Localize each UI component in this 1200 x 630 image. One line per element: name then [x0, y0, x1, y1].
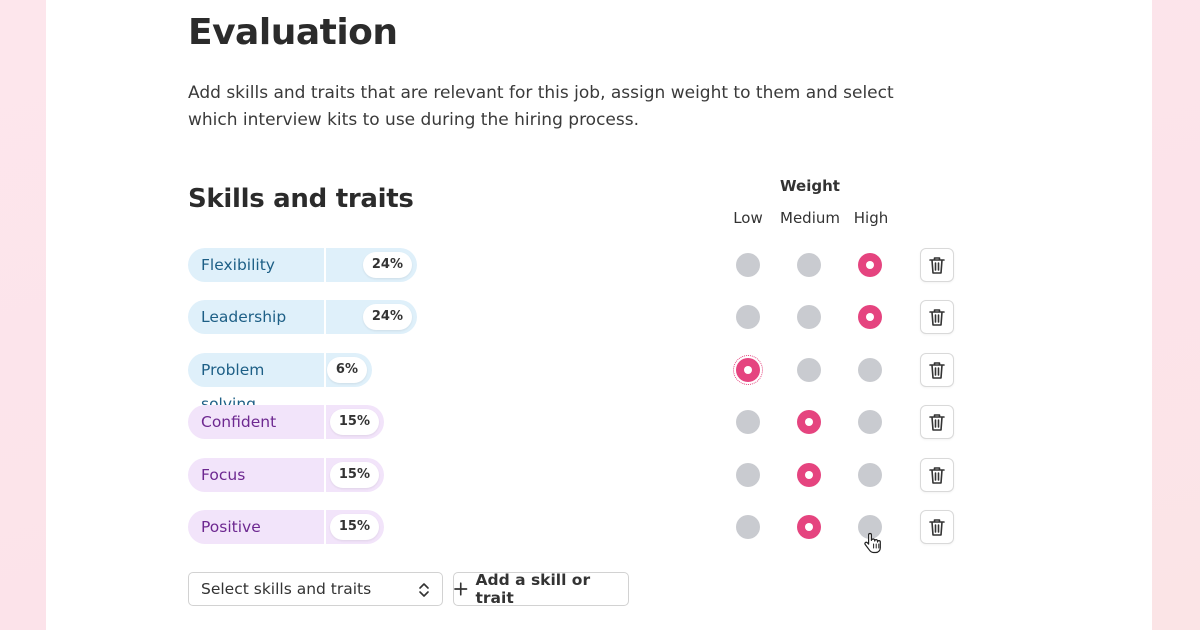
delete-skill-button[interactable] — [920, 300, 954, 334]
trash-icon — [929, 309, 945, 326]
skill-row: Leadership 24% — [188, 300, 968, 334]
weight-radio-low[interactable] — [736, 410, 760, 434]
skill-name: Flexibility — [188, 248, 324, 282]
weight-radio-low[interactable] — [733, 355, 763, 385]
skill-name: Positive — [188, 510, 324, 544]
trash-icon — [929, 257, 945, 274]
skill-pill: Leadership 24% — [188, 300, 417, 334]
weight-radio-high[interactable] — [858, 358, 882, 382]
skill-pill: Flexibility 24% — [188, 248, 417, 282]
skill-percent-badge: 15% — [329, 462, 379, 488]
skill-pill: Confident 15% — [188, 405, 384, 439]
trash-icon — [929, 467, 945, 484]
weight-radio-high[interactable] — [858, 463, 882, 487]
add-skill-button[interactable]: Add a skill or trait — [453, 571, 629, 607]
page-title: Evaluation — [188, 12, 398, 53]
delete-skill-button[interactable] — [920, 458, 954, 492]
weight-radio-medium[interactable] — [797, 253, 821, 277]
weight-radio-medium[interactable] — [797, 305, 821, 329]
skills-select-label: Select skills and traits — [201, 580, 372, 598]
skill-share-bar: 15% — [326, 458, 384, 492]
delete-skill-button[interactable] — [920, 510, 954, 544]
weight-radio-high[interactable] — [858, 253, 882, 277]
plus-icon — [454, 582, 468, 596]
skill-share-bar: 24% — [326, 300, 417, 334]
delete-skill-button[interactable] — [920, 248, 954, 282]
weight-radio-high[interactable] — [858, 305, 882, 329]
skill-percent-badge: 15% — [329, 409, 379, 435]
delete-skill-button[interactable] — [920, 405, 954, 439]
skills-section-title: Skills and traits — [188, 184, 414, 214]
weight-radio-medium[interactable] — [797, 463, 821, 487]
add-skill-label: Add a skill or trait — [475, 571, 591, 607]
skill-percent-badge: 24% — [362, 252, 412, 278]
hand-pointer-icon — [864, 532, 881, 554]
trash-icon — [929, 362, 945, 379]
skill-row: Flexibility 24% — [188, 248, 968, 282]
skill-percent-badge: 6% — [326, 357, 367, 383]
chevron-updown-icon — [419, 583, 429, 597]
skill-name: Confident — [188, 405, 324, 439]
skill-row: Problem solving 6% — [188, 353, 968, 413]
trash-icon — [929, 414, 945, 431]
skill-share-bar: 6% — [326, 353, 372, 387]
skills-select-dropdown[interactable]: Select skills and traits — [188, 572, 443, 606]
skill-share-bar: 24% — [326, 248, 417, 282]
skill-percent-badge: 15% — [329, 514, 379, 540]
weight-radio-medium[interactable] — [797, 358, 821, 382]
skill-row: Confident 15% — [188, 405, 968, 439]
trash-icon — [929, 519, 945, 536]
skill-pill: Focus 15% — [188, 458, 384, 492]
weight-label-high: High — [853, 209, 889, 227]
weight-radio-low[interactable] — [736, 463, 760, 487]
page-description: Add skills and traits that are relevant … — [188, 83, 894, 130]
skill-percent-badge: 24% — [362, 304, 412, 330]
weight-header: Weight — [780, 177, 840, 195]
weight-radio-medium[interactable] — [797, 410, 821, 434]
skill-row: Positive 15% — [188, 510, 968, 544]
skill-share-bar: 15% — [326, 510, 384, 544]
skill-row: Focus 15% — [188, 458, 968, 492]
weight-label-medium: Medium — [780, 209, 840, 227]
skill-share-bar: 15% — [326, 405, 384, 439]
weight-radio-medium[interactable] — [797, 515, 821, 539]
weight-label-low: Low — [733, 209, 763, 227]
delete-skill-button[interactable] — [920, 353, 954, 387]
skill-name: Problem solving — [188, 353, 324, 413]
weight-radio-low[interactable] — [736, 515, 760, 539]
weight-radio-low[interactable] — [736, 253, 760, 277]
weight-radio-high[interactable] — [858, 410, 882, 434]
skill-name: Focus — [188, 458, 324, 492]
skill-pill: Positive 15% — [188, 510, 384, 544]
weight-radio-low[interactable] — [736, 305, 760, 329]
skill-name: Leadership — [188, 300, 324, 334]
skill-pill: Problem solving 6% — [188, 353, 372, 413]
